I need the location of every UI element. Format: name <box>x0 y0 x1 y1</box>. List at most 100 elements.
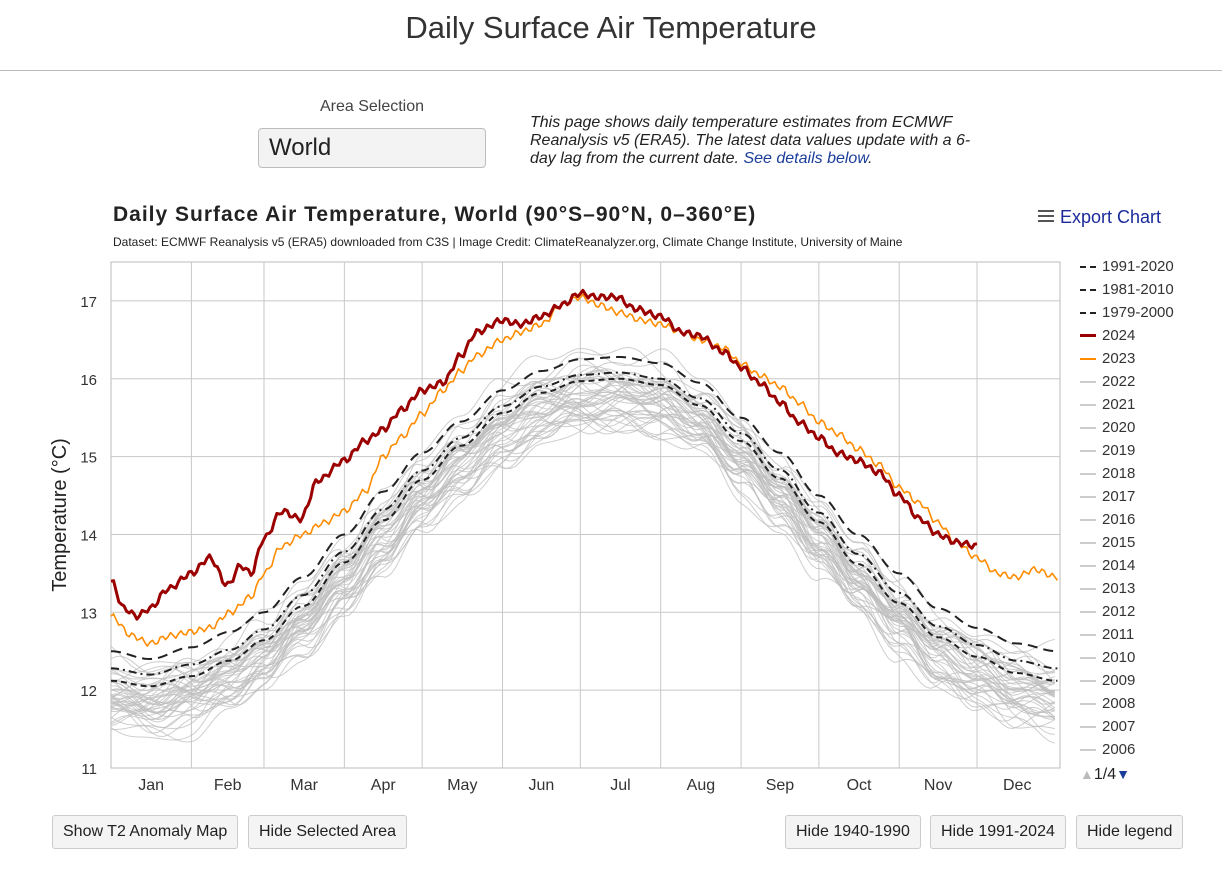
x-tick-label: Jul <box>610 777 630 794</box>
legend-item-2007[interactable]: 2007 <box>1080 715 1210 738</box>
intro-end: . <box>867 150 873 167</box>
legend-swatch <box>1080 426 1096 429</box>
y-tick-label: 17 <box>80 294 97 311</box>
series-line-2023 <box>110 293 1059 647</box>
legend-label: 1981-2010 <box>1102 281 1174 298</box>
intro-body: This page shows daily temperature estima… <box>530 114 971 167</box>
legend-item-2017[interactable]: 2017 <box>1080 485 1210 508</box>
legend-item-2019[interactable]: 2019 <box>1080 439 1210 462</box>
legend-label: 2024 <box>1102 327 1136 344</box>
area-selection-label: Area Selection <box>319 98 425 115</box>
legend-label: 2011 <box>1102 626 1135 643</box>
legend-item-2015[interactable]: 2015 <box>1080 531 1210 554</box>
x-tick-label: Aug <box>687 777 715 794</box>
menu-icon <box>1038 207 1054 225</box>
y-tick-label: 14 <box>80 527 97 544</box>
legend-item-2011[interactable]: 2011 <box>1080 623 1210 646</box>
legend-swatch <box>1080 748 1096 751</box>
legend-item-2022[interactable]: 2022 <box>1080 370 1210 393</box>
y-axis-title: Temperature (°C) <box>49 438 71 592</box>
legend-swatch <box>1080 702 1096 705</box>
legend-item-1981-2010[interactable]: 1981-2010 <box>1080 278 1210 301</box>
legend-item-1991-2020[interactable]: 1991-2020 <box>1080 255 1210 278</box>
export-chart-button[interactable]: Export Chart <box>1038 207 1161 228</box>
legend-item-2008[interactable]: 2008 <box>1080 692 1210 715</box>
legend-item-2009[interactable]: 2009 <box>1080 669 1210 692</box>
historical-year-line <box>110 401 1055 718</box>
hide-1991-2024-button[interactable]: Hide 1991-2024 <box>930 815 1066 849</box>
legend-label: 2019 <box>1102 442 1136 459</box>
historical-year-line <box>110 397 1055 720</box>
historical-year-line <box>110 373 1055 696</box>
legend-item-2014[interactable]: 2014 <box>1080 554 1210 577</box>
x-tick-label: Mar <box>290 777 318 794</box>
legend-label: 2009 <box>1102 672 1136 689</box>
legend-label: 2017 <box>1102 488 1136 505</box>
legend-item-2021[interactable]: 2021 <box>1080 393 1210 416</box>
hide-1940-1990-button[interactable]: Hide 1940-1990 <box>785 815 921 849</box>
legend-page-up-icon[interactable]: ▲ <box>1080 766 1094 782</box>
historical-year-line <box>110 407 1056 724</box>
legend-label: 2010 <box>1102 649 1136 666</box>
y-tick-label: 12 <box>80 683 97 700</box>
y-tick-label: 15 <box>80 450 97 467</box>
legend-label: 2022 <box>1102 373 1136 390</box>
legend-label: 2023 <box>1102 350 1136 367</box>
hide-selected-area-button[interactable]: Hide Selected Area <box>248 815 407 849</box>
historical-year-line <box>110 395 1055 714</box>
legend-swatch <box>1080 725 1096 728</box>
legend-item-2023[interactable]: 2023 <box>1080 347 1210 370</box>
legend-label: 2006 <box>1102 741 1136 758</box>
legend-label: 2020 <box>1102 419 1136 436</box>
legend-swatch <box>1080 564 1096 567</box>
legend-item-2013[interactable]: 2013 <box>1080 577 1210 600</box>
historical-year-line <box>111 407 1055 743</box>
legend-page-down-icon[interactable]: ▼ <box>1116 766 1130 782</box>
legend-swatch <box>1080 265 1096 268</box>
export-chart-label: Export Chart <box>1060 207 1162 227</box>
x-tick-label: Sep <box>766 777 795 794</box>
title-divider <box>0 70 1222 71</box>
legend-label: 2016 <box>1102 511 1136 528</box>
historical-year-line <box>110 400 1056 738</box>
historical-year-line <box>110 378 1055 704</box>
area-selection-dropdown[interactable]: World <box>258 128 486 168</box>
x-tick-label: Jun <box>529 777 555 794</box>
y-tick-label: 13 <box>80 605 97 622</box>
legend-item-2016[interactable]: 2016 <box>1080 508 1210 531</box>
chart-title: Daily Surface Air Temperature, World (90… <box>113 203 757 226</box>
legend-pager: ▲1/4▼ <box>1080 766 1130 784</box>
legend-item-2012[interactable]: 2012 <box>1080 600 1210 623</box>
hide-legend-button[interactable]: Hide legend <box>1076 815 1184 849</box>
legend-item-1979-2000[interactable]: 1979-2000 <box>1080 301 1210 324</box>
x-tick-label: Dec <box>1003 777 1031 794</box>
legend-label: 2013 <box>1102 580 1136 597</box>
series-line-1979-2000 <box>110 377 1058 688</box>
legend-swatch <box>1080 610 1096 613</box>
legend-label: 2014 <box>1102 557 1136 574</box>
x-tick-label: May <box>447 777 477 794</box>
legend-label: 2007 <box>1102 718 1136 735</box>
legend-swatch <box>1080 311 1096 314</box>
legend-swatch <box>1080 633 1096 636</box>
legend-label: 1979-2000 <box>1102 304 1174 321</box>
historical-year-line <box>110 407 1055 744</box>
legend-item-2020[interactable]: 2020 <box>1080 416 1210 439</box>
legend-swatch <box>1080 679 1096 682</box>
chart-subtitle: Dataset: ECMWF Reanalysis v5 (ERA5) down… <box>113 235 903 249</box>
legend-item-2006[interactable]: 2006 <box>1080 738 1210 761</box>
x-tick-label: Jan <box>138 777 164 794</box>
legend-swatch <box>1080 380 1096 383</box>
plot-border <box>110 261 1061 769</box>
legend-label: 2021 <box>1102 396 1136 413</box>
see-details-link[interactable]: See details below <box>743 150 868 167</box>
legend-swatch <box>1080 656 1096 659</box>
show-anomaly-map-button[interactable]: Show T2 Anomaly Map <box>52 815 239 849</box>
historical-year-line <box>110 395 1055 730</box>
legend-label: 1991-2020 <box>1102 258 1174 275</box>
legend-item-2024[interactable]: 2024 <box>1080 324 1210 347</box>
legend-item-2018[interactable]: 2018 <box>1080 462 1210 485</box>
legend-item-2010[interactable]: 2010 <box>1080 646 1210 669</box>
legend-label: 2018 <box>1102 465 1136 482</box>
historical-year-line <box>110 396 1055 711</box>
